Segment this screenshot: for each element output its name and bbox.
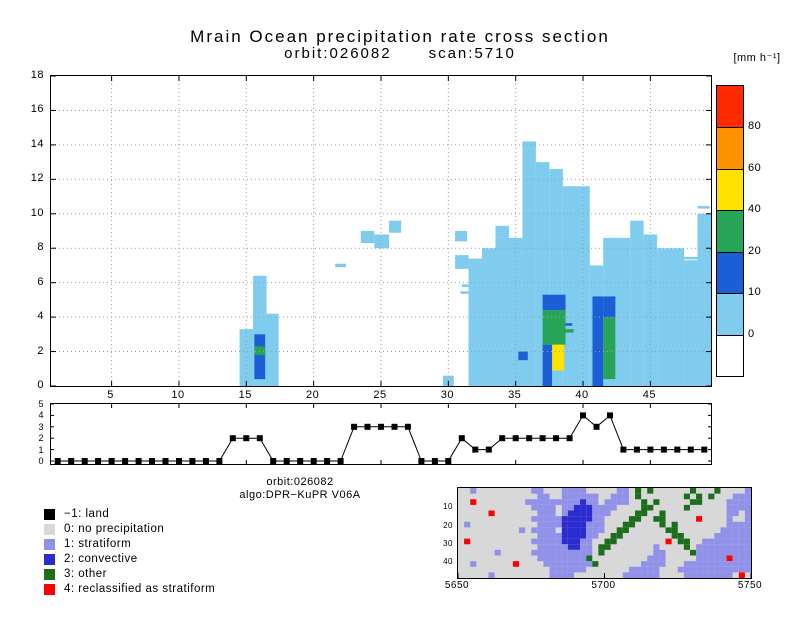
- colorbar-tick-label: 0: [748, 327, 755, 340]
- colorbar-segment: [717, 86, 743, 128]
- strip-y-tick-label: 3: [38, 421, 44, 432]
- legend-swatch: [44, 523, 55, 535]
- colorbar-tick-label: 10: [748, 286, 762, 299]
- minimap-x-tick-label: 5650: [444, 580, 470, 591]
- cross-section-plot: [50, 75, 712, 387]
- legend-item: 4: reclassified as stratiform: [44, 583, 215, 595]
- colorbar-tick-label: 40: [748, 203, 762, 216]
- legend-item: 0: no precipitation: [44, 523, 215, 535]
- legend-label: 1: stratiform: [64, 538, 132, 550]
- main-x-tick-label: 30: [440, 389, 454, 401]
- legend-label: 2: convective: [64, 553, 138, 565]
- main-x-tick-label: 15: [238, 389, 252, 401]
- rain-type-legend: −1: land 0: no precipitation 1: stratiform…: [44, 508, 215, 598]
- main-y-tick-label: 10: [30, 206, 44, 219]
- colorbar-unit-label: [mm h⁻¹]: [733, 52, 781, 64]
- minimap-y-tick-label: 10: [443, 502, 453, 512]
- main-y-tick-label: 2: [37, 344, 44, 357]
- main-y-tick-label: 6: [37, 275, 44, 288]
- minimap-cells: [464, 488, 751, 578]
- strip-y-tick-label: 1: [38, 444, 44, 455]
- main-y-tick-label: 12: [30, 172, 44, 185]
- colorbar-segment: [717, 127, 743, 169]
- caption-algo: algo:DPR−KuPR V06A: [239, 489, 361, 501]
- legend-label: −1: land: [64, 508, 110, 520]
- main-x-tick-label: 10: [171, 389, 185, 401]
- colorbar-segment: [717, 210, 743, 252]
- strip-ticks: [51, 404, 711, 464]
- legend-swatch: [44, 553, 55, 565]
- main-y-tick-label: 8: [37, 241, 44, 254]
- main-y-tick-label: 4: [37, 310, 44, 323]
- legend-label: 4: reclassified as stratiform: [64, 583, 216, 595]
- cross-section-canvas: [51, 76, 711, 386]
- main-y-tick-label: 14: [30, 137, 44, 150]
- heatmap-cells: [239, 141, 711, 386]
- minimap-x-tick-label: 5750: [737, 580, 763, 591]
- main-x-tick-label: 5: [107, 389, 114, 401]
- strip-y-tick-label: 5: [38, 399, 44, 409]
- legend-item: 1: stratiform: [44, 538, 215, 550]
- colorbar: [716, 85, 744, 377]
- rain-type-strip-canvas: [51, 404, 711, 464]
- main-y-tick-label: 0: [37, 379, 44, 391]
- minimap-x-tick-label: 5700: [591, 580, 616, 591]
- rain-type-markers: [54, 412, 708, 464]
- legend-swatch: [44, 508, 55, 520]
- minimap-y-tick-label: 40: [443, 557, 453, 567]
- minimap-ticks: [458, 573, 751, 578]
- main-x-tick-label: 45: [642, 389, 656, 401]
- rain-type-strip-plot: [50, 403, 712, 465]
- colorbar-segment: [717, 293, 743, 335]
- legend-swatch: [44, 538, 55, 550]
- caption: orbit:026082 algo:DPR−KuPR V06A: [150, 476, 450, 502]
- main-x-tick-label: 25: [373, 389, 387, 401]
- chart-subtitle: orbit:026082 scan:5710: [284, 45, 516, 62]
- colorbar-segment: [717, 334, 743, 376]
- colorbar-tick-label: 20: [748, 244, 762, 257]
- legend-label: 3: other: [64, 568, 107, 580]
- colorbar-segment: [717, 251, 743, 294]
- strip-y-tick-label: 2: [38, 433, 44, 444]
- main-x-tick-label: 35: [508, 389, 522, 401]
- legend-swatch: [44, 583, 55, 595]
- colorbar-segment: [717, 168, 743, 211]
- legend-item: −1: land: [44, 508, 215, 520]
- main-y-tick-label: 18: [30, 69, 44, 81]
- main-x-tick-label: 40: [575, 389, 589, 401]
- minimap-y-tick-label: 30: [443, 539, 453, 549]
- rain-type-line: [57, 414, 705, 462]
- classification-minimap-canvas: [458, 488, 751, 578]
- legend-item: 3: other: [44, 568, 215, 580]
- main-x-tick-label: 20: [306, 389, 320, 401]
- legend-swatch: [44, 568, 55, 580]
- main-y-tick-label: 16: [30, 103, 44, 116]
- colorbar-tick-label: 80: [748, 120, 762, 133]
- caption-orbit: orbit:026082: [266, 476, 334, 488]
- chart-title: Mrain Ocean precipitation rate cross sec…: [190, 27, 610, 46]
- minimap-y-tick-label: 20: [443, 520, 453, 530]
- strip-y-tick-label: 0: [38, 456, 44, 466]
- legend-item: 2: convective: [44, 553, 215, 565]
- classification-minimap: [457, 487, 752, 579]
- colorbar-tick-label: 60: [748, 161, 762, 174]
- strip-y-tick-label: 4: [38, 410, 44, 421]
- axis-ticks: [51, 76, 711, 386]
- legend-label: 0: no precipitation: [64, 523, 165, 535]
